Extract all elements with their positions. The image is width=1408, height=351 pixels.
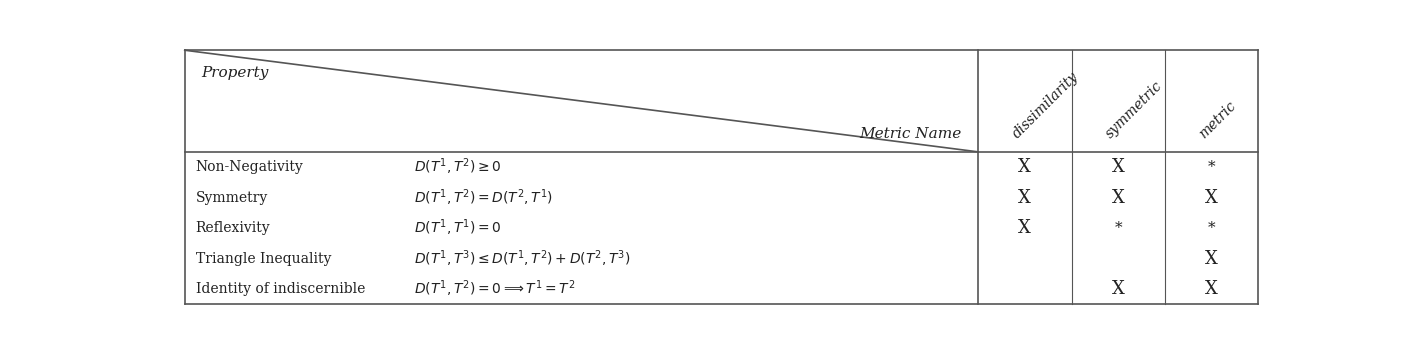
- Text: X: X: [1205, 250, 1218, 267]
- Text: X: X: [1112, 280, 1125, 298]
- Text: Symmetry: Symmetry: [196, 191, 268, 205]
- Text: dissimilarity: dissimilarity: [1010, 69, 1081, 141]
- Text: symmetric: symmetric: [1102, 79, 1166, 141]
- Text: $D(T^1,T^1) = 0$: $D(T^1,T^1) = 0$: [414, 218, 501, 238]
- Text: Property: Property: [201, 66, 269, 80]
- Text: X: X: [1205, 280, 1218, 298]
- Text: X: X: [1018, 188, 1031, 207]
- Text: *: *: [1115, 221, 1122, 235]
- Text: $D(T^1,T^2) = 0 \Longrightarrow T^1 = T^2$: $D(T^1,T^2) = 0 \Longrightarrow T^1 = T^…: [414, 279, 576, 299]
- Text: *: *: [1208, 160, 1215, 174]
- Text: X: X: [1205, 188, 1218, 207]
- Text: Identity of indiscernible: Identity of indiscernible: [196, 282, 365, 296]
- Text: Triangle Inequality: Triangle Inequality: [196, 252, 331, 266]
- Text: $D(T^1,T^3) \leq D(T^1,T^2) + D(T^2,T^3)$: $D(T^1,T^3) \leq D(T^1,T^2) + D(T^2,T^3)…: [414, 248, 631, 269]
- Text: Metric Name: Metric Name: [859, 127, 962, 141]
- Text: X: X: [1112, 158, 1125, 176]
- Text: X: X: [1018, 158, 1031, 176]
- Text: $D(T^1,T^2) \geq 0$: $D(T^1,T^2) \geq 0$: [414, 157, 501, 177]
- Text: metric: metric: [1197, 99, 1239, 141]
- Text: Reflexivity: Reflexivity: [196, 221, 270, 235]
- Text: Non-Negativity: Non-Negativity: [196, 160, 303, 174]
- Text: X: X: [1018, 219, 1031, 237]
- Text: X: X: [1112, 188, 1125, 207]
- Text: $D(T^1,T^2) = D(T^2,T^1)$: $D(T^1,T^2) = D(T^2,T^1)$: [414, 187, 553, 208]
- Text: *: *: [1208, 221, 1215, 235]
